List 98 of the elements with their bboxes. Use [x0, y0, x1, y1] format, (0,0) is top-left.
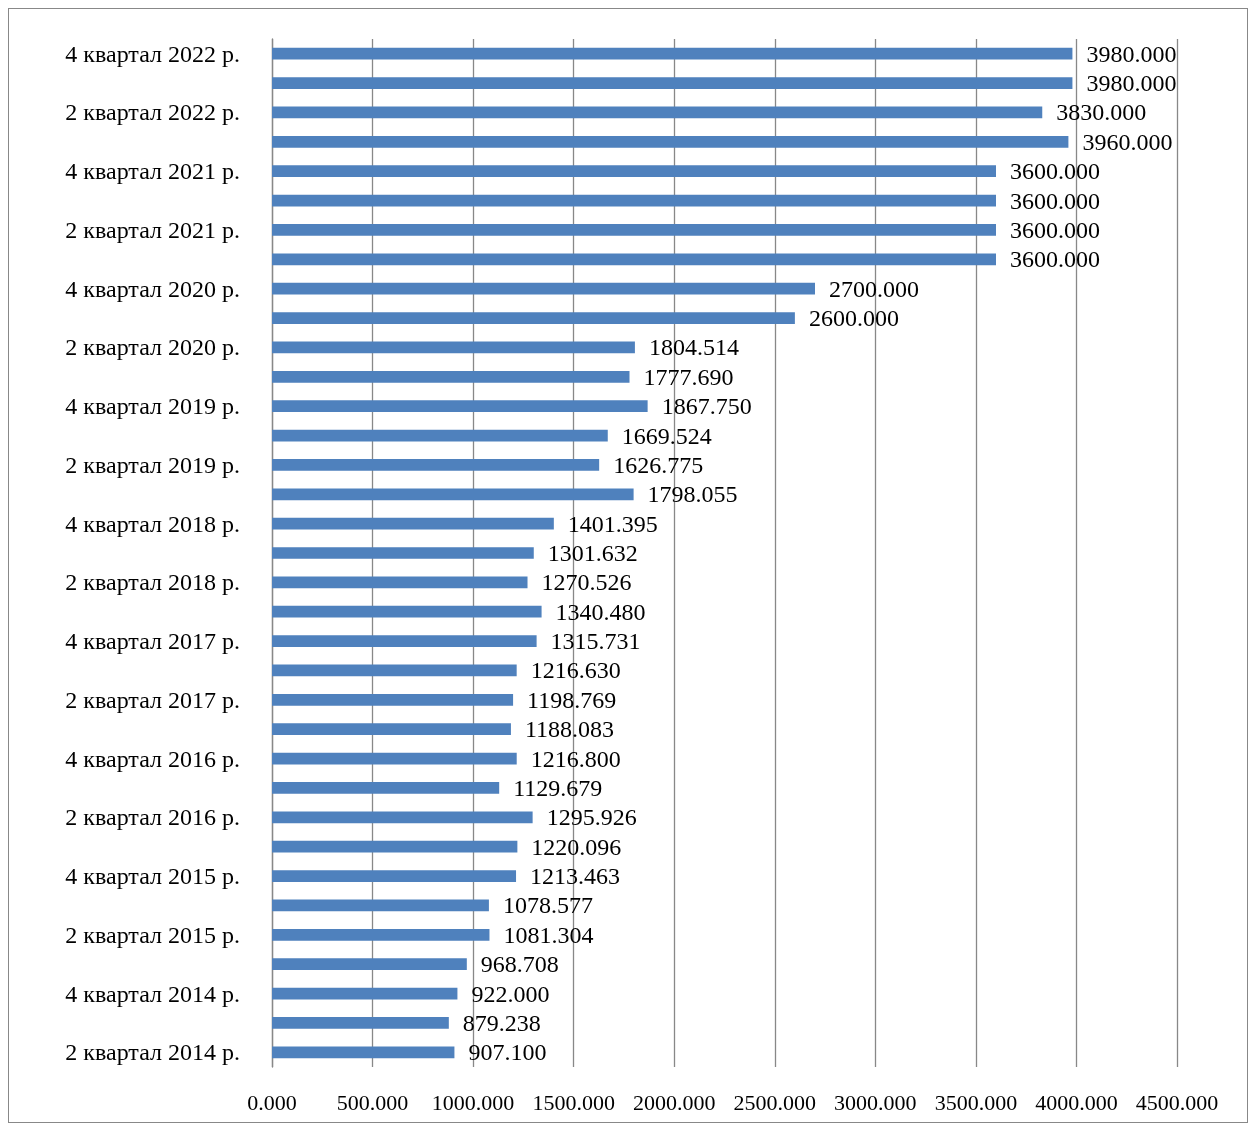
data-label: 1295.926 [546, 804, 637, 831]
data-label: 1081.304 [503, 921, 594, 948]
y-tick-label: 4 квартал 2014 р. [65, 980, 240, 1007]
y-tick-label: 2 квартал 2015 р. [65, 921, 240, 948]
data-label: 3600.000 [1010, 187, 1100, 214]
bar [272, 224, 996, 236]
y-tick-label: 4 квартал 2016 р. [65, 745, 240, 772]
data-label: 1340.480 [555, 598, 646, 625]
y-tick-label: 4 квартал 2019 р. [65, 393, 240, 420]
data-label: 1213.463 [530, 863, 621, 890]
y-tick-label: 2 квартал 2016 р. [65, 804, 240, 831]
bar [272, 1046, 455, 1059]
x-tick-label: 3000.000 [834, 1089, 917, 1115]
bar [272, 312, 795, 324]
data-label: 1401.395 [567, 510, 658, 537]
data-label: 1129.679 [513, 774, 603, 801]
bar [272, 165, 996, 178]
y-tick-label: 2 квартал 2022 р. [65, 99, 240, 126]
data-label: 3980.000 [1086, 40, 1177, 67]
bar [272, 840, 518, 853]
y-tick-label: 2 квартал 2017 р. [65, 686, 240, 713]
y-tick-label: 2 квартал 2018 р. [65, 569, 240, 596]
bar [272, 400, 648, 413]
bar [272, 77, 1073, 89]
bar [272, 194, 996, 207]
data-label: 1198.769 [527, 686, 617, 713]
bar [272, 987, 458, 1000]
x-tick-label: 1000.000 [431, 1089, 515, 1115]
bar [272, 576, 528, 589]
data-label: 1626.775 [613, 451, 704, 478]
bar [272, 547, 534, 559]
bar [272, 870, 517, 882]
x-tick-label: 500.000 [336, 1089, 409, 1115]
bar [272, 752, 517, 765]
x-tick-label: 3500.000 [934, 1089, 1018, 1115]
y-tick-label: 4 квартал 2018 р. [65, 510, 240, 537]
data-label: 879.238 [462, 1009, 541, 1036]
data-label: 3600.000 [1010, 158, 1100, 185]
data-label: 3600.000 [1010, 246, 1100, 273]
y-tick-label: 4 квартал 2015 р. [65, 863, 240, 890]
data-label: 3980.000 [1086, 70, 1177, 97]
data-label: 1798.055 [647, 481, 738, 508]
data-label: 1867.750 [661, 393, 752, 420]
y-tick-label: 2 квартал 2014 р. [65, 1039, 240, 1066]
bar [272, 635, 537, 647]
y-tick-label: 2 квартал 2021 р. [65, 216, 240, 243]
y-tick-label: 2 квартал 2020 р. [65, 334, 240, 361]
bar [272, 135, 1069, 148]
data-label: 922.000 [471, 980, 550, 1007]
x-tick-label: 1500.000 [532, 1089, 615, 1115]
data-label: 1301.632 [547, 540, 638, 566]
bar [272, 341, 635, 354]
bar [272, 429, 608, 442]
data-label: 1315.731 [550, 628, 641, 655]
bar [272, 106, 1043, 119]
bar [272, 664, 517, 677]
bar [272, 958, 467, 971]
bar [272, 517, 554, 530]
data-label: 3600.000 [1010, 216, 1100, 243]
bar [272, 928, 490, 941]
bar [272, 47, 1073, 60]
data-label: 1804.514 [648, 334, 739, 361]
bar [272, 693, 514, 706]
bar [272, 1017, 449, 1029]
data-label: 1669.524 [621, 422, 712, 449]
bar [272, 899, 489, 912]
bar [272, 605, 542, 618]
bar [272, 282, 815, 295]
y-tick-label: 4 квартал 2022 р. [65, 40, 240, 67]
data-label: 1216.630 [530, 657, 621, 684]
y-tick-label: 4 квартал 2017 р. [65, 628, 240, 655]
data-label: 1270.526 [541, 569, 632, 596]
x-tick-label: 2500.000 [733, 1089, 817, 1115]
data-label: 968.708 [480, 951, 559, 978]
data-label: 1078.577 [502, 892, 593, 919]
data-label: 1216.800 [530, 745, 621, 772]
y-tick-label: 4 квартал 2020 р. [65, 275, 240, 302]
bar [272, 370, 630, 383]
y-tick-label: 4 квартал 2021 р. [65, 158, 240, 185]
bar [272, 253, 996, 266]
bar [272, 723, 511, 736]
data-label: 1188.083 [524, 716, 615, 743]
data-label: 1777.690 [643, 363, 734, 390]
bar [272, 782, 500, 794]
x-tick-label: 0.000 [247, 1089, 297, 1115]
x-tick-label: 2000.000 [632, 1089, 716, 1115]
x-tick-label: 4500.000 [1135, 1089, 1219, 1115]
data-label: 3960.000 [1082, 128, 1173, 155]
data-label: 2600.000 [808, 305, 899, 332]
bar [272, 488, 634, 501]
data-label: 1220.096 [531, 833, 622, 860]
y-tick-label: 2 квартал 2019 р. [65, 451, 240, 478]
bar [272, 811, 533, 824]
bar [272, 459, 600, 471]
x-tick-label: 4000.000 [1035, 1089, 1118, 1115]
data-label: 3830.000 [1056, 99, 1147, 126]
data-label: 907.100 [468, 1039, 547, 1066]
data-label: 2700.000 [829, 275, 919, 302]
